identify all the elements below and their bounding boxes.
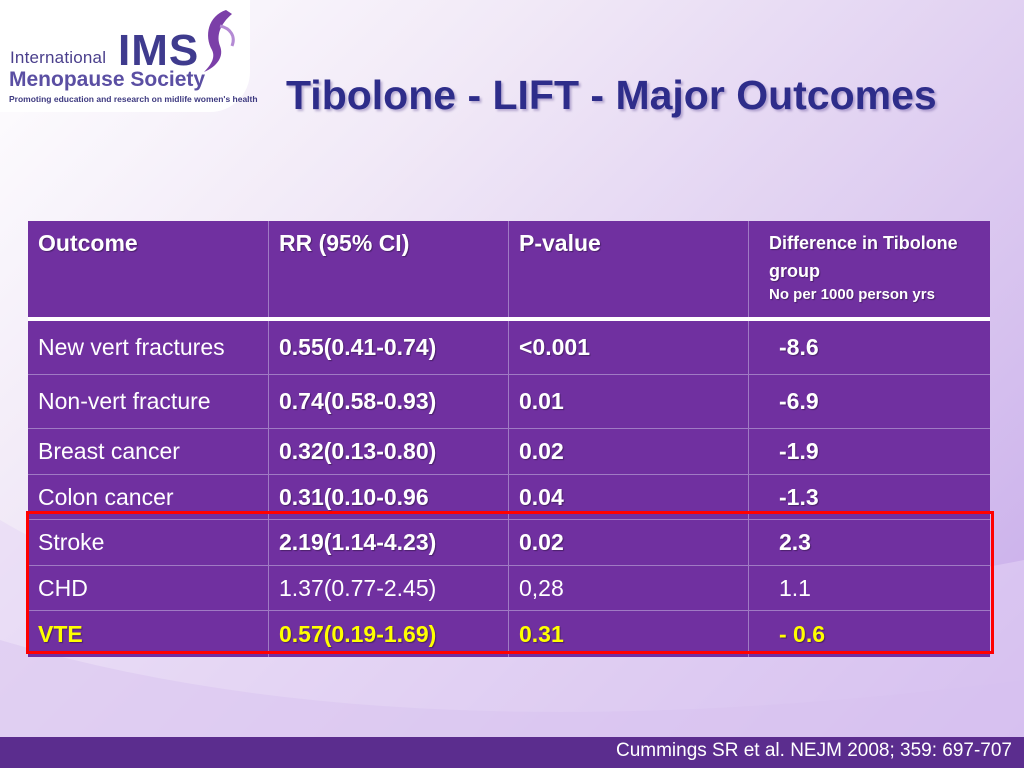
logo-figure-icon bbox=[204, 10, 235, 72]
cell-difference: -6.9 bbox=[779, 388, 819, 414]
cell-p-value: <0.001 bbox=[509, 321, 749, 374]
table-row: Non-vert fracture 0.74(0.58-0.93) 0.01 -… bbox=[28, 375, 990, 429]
header-p-value: P-value bbox=[509, 221, 749, 317]
cell-p-value: 0.01 bbox=[509, 375, 749, 428]
cell-difference: 1.1 bbox=[779, 574, 811, 601]
cell-p-value: 0.02 bbox=[509, 520, 749, 565]
cell-difference: 2.3 bbox=[779, 529, 811, 555]
cell-outcome: Breast cancer bbox=[28, 429, 269, 474]
cell-difference: -8.6 bbox=[779, 334, 819, 360]
cell-outcome: Stroke bbox=[28, 520, 269, 565]
header-difference-label: Difference in Tibolone group bbox=[769, 233, 958, 281]
cell-p-value: 0.31 bbox=[509, 611, 749, 657]
cell-p-value: 0.04 bbox=[509, 475, 749, 519]
header-difference-unit: No per 1000 person yrs bbox=[769, 286, 935, 303]
cell-outcome: Colon cancer bbox=[28, 475, 269, 519]
table-header-row: Outcome RR (95% CI) P-value Difference i… bbox=[28, 221, 990, 321]
logo-line-international: International bbox=[10, 48, 107, 67]
table-row: Stroke 2.19(1.14-4.23) 0.02 2.3 bbox=[28, 520, 990, 566]
cell-rr: 0.31(0.10-0.96 bbox=[269, 475, 509, 519]
header-difference: Difference in Tibolone group No per 1000… bbox=[749, 221, 990, 317]
cell-outcome: Non-vert fracture bbox=[28, 375, 269, 428]
ims-logo: International IMS Menopause Society Prom… bbox=[0, 0, 258, 112]
cell-p-value: 0,28 bbox=[509, 566, 749, 610]
table-row: Breast cancer 0.32(0.13-0.80) 0.02 -1.9 bbox=[28, 429, 990, 475]
citation: Cummings SR et al. NEJM 2008; 359: 697-7… bbox=[615, 740, 1012, 761]
table-row: CHD 1.37(0.77-2.45) 0,28 1.1 bbox=[28, 566, 990, 611]
table-row: Colon cancer 0.31(0.10-0.96 0.04 -1.3 bbox=[28, 475, 990, 520]
cell-outcome: New vert fractures bbox=[28, 321, 269, 374]
cell-difference: -1.9 bbox=[779, 438, 819, 464]
cell-rr: 0.57(0.19-1.69) bbox=[269, 611, 509, 657]
cell-outcome: CHD bbox=[28, 566, 269, 610]
table-row: New vert fractures 0.55(0.41-0.74) <0.00… bbox=[28, 321, 990, 375]
cell-rr: 2.19(1.14-4.23) bbox=[269, 520, 509, 565]
logo-mark-ims: IMS bbox=[118, 26, 200, 75]
table-row: VTE 0.57(0.19-1.69) 0.31 - 0.6 bbox=[28, 611, 990, 657]
cell-rr: 0.74(0.58-0.93) bbox=[269, 375, 509, 428]
header-outcome: Outcome bbox=[28, 221, 269, 317]
cell-rr: 0.55(0.41-0.74) bbox=[269, 321, 509, 374]
cell-outcome: VTE bbox=[28, 611, 269, 657]
footer-bar: Cummings SR et al. NEJM 2008; 359: 697-7… bbox=[0, 737, 1024, 768]
cell-difference: - 0.6 bbox=[779, 620, 826, 647]
cell-difference: -1.3 bbox=[779, 483, 819, 510]
logo-tagline: Promoting education and research on midl… bbox=[9, 94, 258, 104]
slide-title: Tibolone - LIFT - Major Outcomes bbox=[286, 72, 937, 118]
cell-rr: 0.32(0.13-0.80) bbox=[269, 429, 509, 474]
cell-p-value: 0.02 bbox=[509, 429, 749, 474]
logo-line-menopause-society: Menopause Society bbox=[9, 68, 206, 91]
header-rr: RR (95% CI) bbox=[269, 221, 509, 317]
outcomes-table: Outcome RR (95% CI) P-value Difference i… bbox=[28, 221, 990, 657]
cell-rr: 1.37(0.77-2.45) bbox=[269, 566, 509, 610]
